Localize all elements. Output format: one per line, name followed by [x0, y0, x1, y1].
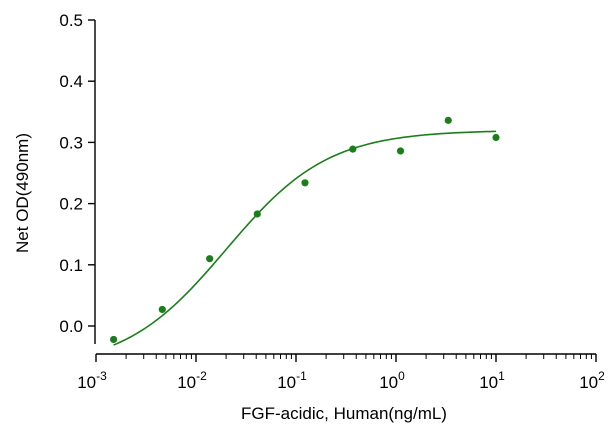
y-axis-title: Net OD(490nm) [13, 133, 32, 253]
data-point [253, 210, 261, 218]
axes: 0.0 0.1 0.2 0.3 0.4 0.5 10-3 10-2 10-1 100 101 102 [59, 11, 605, 392]
fit-curve-layer [113, 130, 497, 346]
data-point [110, 335, 118, 344]
data-point [158, 305, 166, 314]
fit-curve [113, 130, 497, 346]
y-tick-label: 0.1 [59, 256, 83, 275]
data-point [301, 179, 309, 187]
data-point [396, 147, 405, 155]
x-tick-label: 100 [379, 369, 405, 392]
x-tick-label: 10-2 [177, 369, 207, 392]
y-tick-label: 0.3 [59, 133, 83, 152]
x-axis-title: FGF-acidic, Human(ng/mL) [241, 404, 447, 423]
data-point [206, 255, 214, 263]
data-points [110, 116, 500, 344]
x-tick-label: 10-1 [277, 369, 307, 392]
y-tick-label: 0.0 [59, 317, 83, 336]
data-point [349, 145, 357, 153]
data-point [492, 133, 500, 142]
y-tick-label: 0.2 [59, 195, 83, 214]
y-tick-label: 0.4 [59, 72, 83, 91]
y-tick-label: 0.5 [59, 11, 83, 30]
data-point [444, 116, 452, 124]
x-tick-label: 102 [579, 369, 605, 392]
x-tick-label: 10-3 [77, 369, 107, 392]
x-tick-label: 101 [479, 369, 505, 392]
